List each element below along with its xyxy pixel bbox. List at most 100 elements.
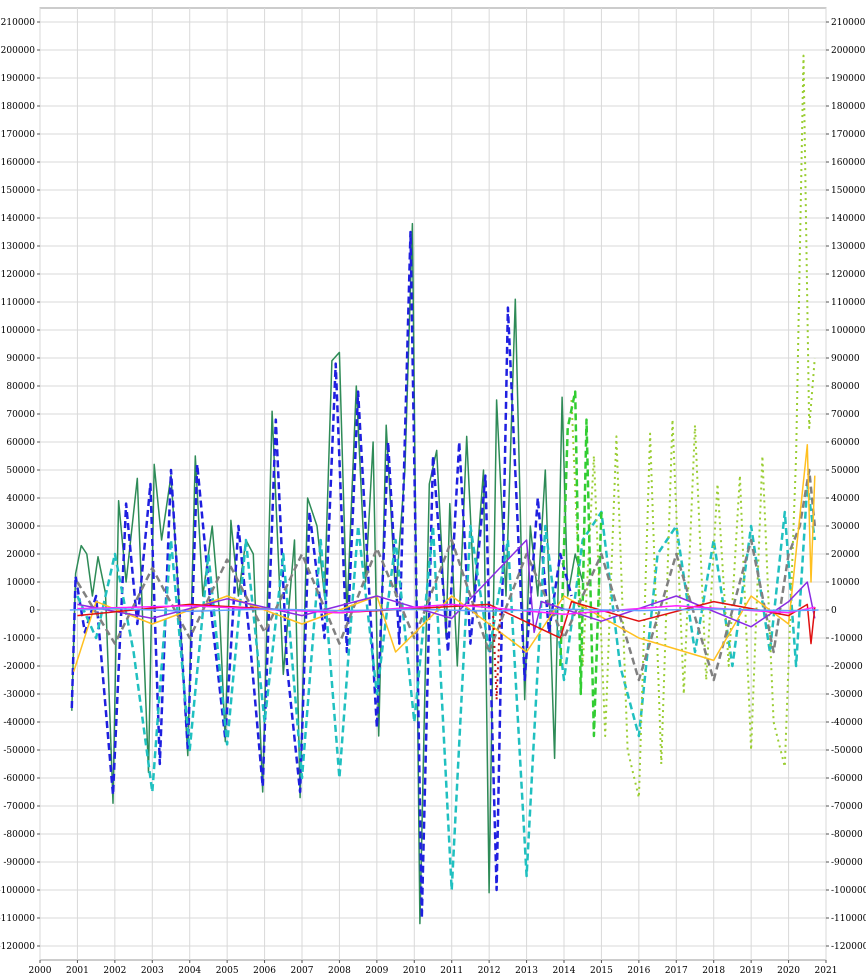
y-tick-label: 10000 bbox=[831, 578, 860, 588]
y-tick-label: 90000 bbox=[6, 354, 35, 364]
x-tick-label: 2020 bbox=[777, 966, 800, 976]
y-tick-label: 120000 bbox=[1, 270, 36, 280]
y-tick-label: 20000 bbox=[6, 550, 35, 560]
x-tick-label: 2012 bbox=[478, 966, 501, 976]
y-tick-label: 60000 bbox=[831, 438, 860, 448]
y-tick-label: 80000 bbox=[6, 382, 35, 392]
x-tick-label: 2010 bbox=[403, 966, 426, 976]
y-tick-label: 70000 bbox=[6, 410, 35, 420]
series-line-6 bbox=[76, 468, 817, 682]
y-tick-label: 140000 bbox=[1, 214, 36, 224]
y-tick-label: 180000 bbox=[831, 102, 866, 112]
series-line-4 bbox=[570, 54, 816, 799]
x-tick-label: 2018 bbox=[702, 966, 725, 976]
y-tick-label: 70000 bbox=[831, 410, 860, 420]
x-tick-label: 2016 bbox=[627, 966, 650, 976]
y-tick-label: 50000 bbox=[6, 466, 35, 476]
y-tick-label: -80000 bbox=[3, 830, 35, 840]
y-tick-label: 130000 bbox=[1, 242, 36, 252]
y-tick-label: -90000 bbox=[831, 858, 863, 868]
series-line-5 bbox=[559, 390, 603, 738]
y-tick-label: -100000 bbox=[0, 886, 35, 896]
y-tick-label: -10000 bbox=[3, 634, 35, 644]
y-tick-label: 100000 bbox=[831, 326, 866, 336]
y-tick-label: -120000 bbox=[831, 942, 866, 952]
y-tick-label: 50000 bbox=[831, 466, 860, 476]
y-tick-label: -30000 bbox=[831, 690, 863, 700]
y-tick-label: -10000 bbox=[831, 634, 863, 644]
x-tick-label: 2011 bbox=[440, 966, 463, 976]
y-tick-label: 200000 bbox=[831, 46, 866, 56]
y-tick-label: -50000 bbox=[831, 746, 863, 756]
x-tick-label: 2008 bbox=[328, 966, 351, 976]
y-tick-label: 40000 bbox=[831, 494, 860, 504]
y-tick-label: 180000 bbox=[1, 102, 36, 112]
y-tick-label: -20000 bbox=[3, 662, 35, 672]
y-tick-label: -110000 bbox=[0, 914, 35, 924]
y-tick-label: 170000 bbox=[831, 130, 866, 140]
y-tick-label: -40000 bbox=[831, 718, 863, 728]
y-tick-label: 200000 bbox=[1, 46, 36, 56]
x-tick-label: 2001 bbox=[66, 966, 89, 976]
y-tick-label: 40000 bbox=[6, 494, 35, 504]
x-tick-label: 2015 bbox=[590, 966, 613, 976]
x-tick-label: 2004 bbox=[178, 966, 201, 976]
y-tick-label: 150000 bbox=[1, 186, 36, 196]
y-axis-right: 2100002000001900001800001700001600001500… bbox=[826, 18, 866, 952]
y-tick-label: 30000 bbox=[6, 522, 35, 532]
series-line-11 bbox=[77, 603, 815, 615]
y-tick-label: 120000 bbox=[831, 270, 866, 280]
x-tick-label: 2009 bbox=[365, 966, 388, 976]
y-tick-label: 80000 bbox=[831, 382, 860, 392]
x-tick-label: 2002 bbox=[103, 966, 126, 976]
series-line-12 bbox=[69, 607, 819, 613]
x-tick-label: 2006 bbox=[253, 966, 276, 976]
y-tick-label: 160000 bbox=[831, 158, 866, 168]
x-axis: 2000 2001 2002 2003 2004 2005 2006 2007 2008 2009… bbox=[29, 960, 838, 976]
y-tick-label: 60000 bbox=[6, 438, 35, 448]
y-tick-label: 160000 bbox=[1, 158, 36, 168]
y-tick-label: 170000 bbox=[1, 130, 36, 140]
y-tick-label: -50000 bbox=[3, 746, 35, 756]
y-tick-label: 110000 bbox=[831, 298, 866, 308]
y-tick-label: 20000 bbox=[831, 550, 860, 560]
y-tick-label: 210000 bbox=[1, 18, 36, 28]
series-line-2 bbox=[70, 230, 573, 920]
y-tick-label: -30000 bbox=[3, 690, 35, 700]
y-tick-label: 30000 bbox=[831, 522, 860, 532]
x-tick-label: 2007 bbox=[291, 966, 314, 976]
y-tick-label: -90000 bbox=[3, 858, 35, 868]
x-tick-label: 2014 bbox=[553, 966, 576, 976]
y-tick-label: 10000 bbox=[6, 578, 35, 588]
x-tick-label: 2000 bbox=[29, 966, 52, 976]
y-tick-label: -70000 bbox=[3, 802, 35, 812]
y-tick-label: -110000 bbox=[831, 914, 866, 924]
y-tick-label: 130000 bbox=[831, 242, 866, 252]
x-tick-label: 2013 bbox=[515, 966, 538, 976]
y-tick-label: 90000 bbox=[831, 354, 860, 364]
y-tick-label: -70000 bbox=[831, 802, 863, 812]
y-tick-label: -60000 bbox=[831, 774, 863, 784]
y-tick-label: 210000 bbox=[831, 18, 866, 28]
y-tick-label: 150000 bbox=[831, 186, 866, 196]
x-tick-label: 2019 bbox=[740, 966, 763, 976]
y-axis-left: 2100002000001900001800001700001600001500… bbox=[0, 18, 40, 952]
y-tick-label: 0 bbox=[831, 606, 837, 616]
y-tick-label: 140000 bbox=[831, 214, 866, 224]
y-tick-label: 190000 bbox=[831, 74, 866, 84]
y-tick-label: 110000 bbox=[1, 298, 36, 308]
series-group bbox=[69, 54, 819, 925]
y-tick-label: -100000 bbox=[831, 886, 866, 896]
x-tick-label: 2005 bbox=[216, 966, 239, 976]
x-tick-label: 2021 bbox=[815, 966, 838, 976]
y-tick-label: -20000 bbox=[831, 662, 863, 672]
series-line-3 bbox=[76, 482, 817, 892]
y-tick-label: -120000 bbox=[0, 942, 35, 952]
x-tick-label: 2003 bbox=[141, 966, 164, 976]
y-tick-label: -60000 bbox=[3, 774, 35, 784]
y-tick-label: 0 bbox=[29, 606, 35, 616]
y-tick-label: -40000 bbox=[3, 718, 35, 728]
y-tick-label: 100000 bbox=[1, 326, 36, 336]
